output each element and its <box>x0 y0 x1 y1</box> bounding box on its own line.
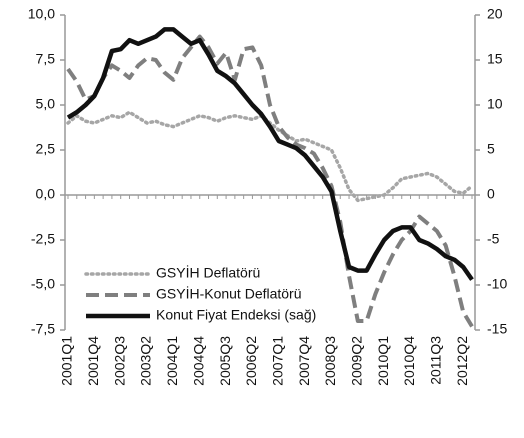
x-tick-label: 2010Q4 <box>401 336 417 386</box>
y2-tick-label: 0 <box>487 186 495 202</box>
x-tick-label: 2005Q3 <box>217 336 233 386</box>
x-tick-label: 2001Q1 <box>59 336 75 386</box>
x-tick-label: 2010Q1 <box>375 336 391 386</box>
legend-label: Konut Fiyat Endeksi (sağ) <box>156 307 316 323</box>
series-line <box>66 27 474 281</box>
y-tick-label: 7,5 <box>36 51 56 67</box>
y2-tick-label: -10 <box>487 276 507 292</box>
series-line <box>66 34 474 328</box>
y-tick-label: -5,0 <box>31 276 55 292</box>
y2-tick-label: 5 <box>487 141 495 157</box>
x-tick-label: 2002Q3 <box>111 336 127 386</box>
x-tick-label: 2009Q2 <box>349 336 365 386</box>
legend-label: GSYİH-Konut Deflatörü <box>156 285 302 302</box>
y-tick-label: -7,5 <box>31 321 55 337</box>
x-tick-label: 2004Q1 <box>164 336 180 386</box>
x-tick-label: 2006Q2 <box>243 336 259 386</box>
y-tick-label: 2,5 <box>36 141 56 157</box>
y-tick-label: 5,0 <box>36 96 56 112</box>
x-tick-label: 2007Q1 <box>269 336 285 386</box>
y2-tick-label: -15 <box>487 321 507 337</box>
y2-tick-label: 20 <box>487 6 503 22</box>
legend-label: GSYİH Deflatörü <box>156 264 260 281</box>
y2-tick-label: -5 <box>487 231 500 247</box>
y-tick-label: 0,0 <box>36 186 56 202</box>
x-tick-label: 2008Q3 <box>322 336 338 386</box>
y-tick-label: 10,0 <box>28 6 55 22</box>
y2-tick-label: 10 <box>487 96 503 112</box>
x-tick-label: 2004Q4 <box>190 336 206 386</box>
y2-tick-label: 15 <box>487 51 503 67</box>
y-tick-label: -2,5 <box>31 231 55 247</box>
x-tick-label: 2012Q2 <box>454 336 470 386</box>
x-tick-label: 2007Q4 <box>296 336 312 386</box>
x-tick-label: 2001Q4 <box>85 336 101 386</box>
x-tick-label: 2011Q3 <box>428 336 444 385</box>
x-tick-label: 2003Q2 <box>138 336 154 386</box>
